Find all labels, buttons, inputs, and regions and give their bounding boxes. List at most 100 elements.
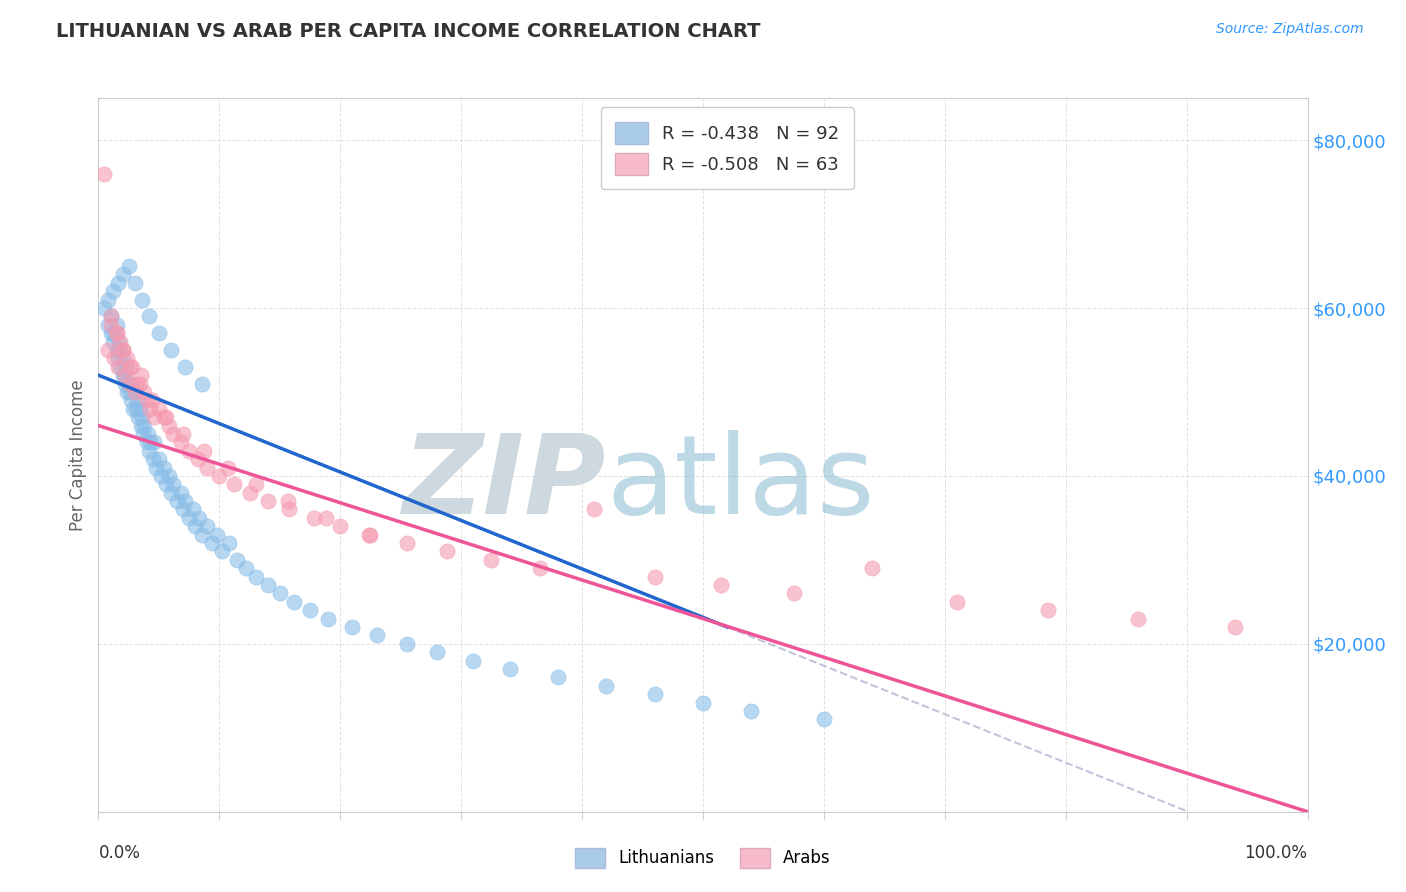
Point [134,418,156,433]
Point [152,460,174,475]
Point [1128,612,1150,626]
Point [131,410,153,425]
Point [162,426,184,441]
Point [132,426,155,441]
Text: 0.0%: 0.0% [98,844,141,862]
Point [118,376,141,391]
Point [148,326,170,341]
Point [395,637,418,651]
Point [100,310,122,324]
Point [426,645,449,659]
Point [118,384,141,399]
Point [644,569,666,583]
Point [177,443,201,458]
Point [148,401,170,416]
Point [93,301,115,315]
Point [115,359,138,374]
Point [155,477,177,491]
Point [162,477,184,491]
Point [139,435,162,450]
Point [101,284,124,298]
Point [141,393,163,408]
Point [138,310,160,324]
Point [1036,603,1059,617]
Point [205,527,228,541]
Point [100,326,122,341]
Point [128,376,150,391]
Point [111,368,134,383]
Point [436,544,458,558]
Point [177,511,201,525]
Point [93,167,115,181]
Point [105,318,128,332]
Point [143,435,166,450]
Point [1223,620,1246,634]
Point [143,410,166,425]
Point [128,401,150,416]
Point [782,586,804,600]
Point [187,452,209,467]
Point [135,393,157,408]
Point [131,293,153,307]
Point [226,553,249,567]
Point [366,628,388,642]
Point [166,494,188,508]
Point [218,536,240,550]
Point [150,469,173,483]
Point [169,485,191,500]
Point [315,511,337,525]
Point [160,485,183,500]
Text: 100.0%: 100.0% [1244,844,1308,862]
Point [142,452,165,467]
Point [195,460,218,475]
Point [111,351,134,366]
Point [108,334,131,349]
Point [108,343,131,357]
Point [134,384,156,399]
Point [97,293,120,307]
Point [129,418,152,433]
Point [710,578,733,592]
Point [298,603,321,617]
Point [117,384,139,399]
Point [174,359,197,374]
Point [111,343,134,357]
Point [191,527,214,541]
Point [283,595,305,609]
Point [105,326,128,341]
Point [278,502,301,516]
Point [100,318,122,332]
Point [139,401,162,416]
Point [105,343,128,357]
Point [105,326,128,341]
Point [191,376,214,391]
Legend: Lithuanians, Arabs: Lithuanians, Arabs [568,841,838,875]
Point [184,519,207,533]
Point [946,595,969,609]
Point [217,460,239,475]
Point [208,469,231,483]
Point [135,435,157,450]
Point [120,393,142,408]
Point [256,578,278,592]
Point [269,586,291,600]
Point [595,679,617,693]
Point [97,343,120,357]
Point [193,443,215,458]
Point [174,494,197,508]
Point [124,384,146,399]
Point [181,502,204,516]
Point [108,334,131,349]
Point [136,426,159,441]
Point [155,410,177,425]
Point [172,426,194,441]
Point [395,536,418,550]
Point [239,485,262,500]
Point [860,561,883,575]
Point [107,351,129,366]
Point [740,704,762,718]
Point [529,561,551,575]
Point [187,511,209,525]
Point [169,435,191,450]
Point [107,276,129,290]
